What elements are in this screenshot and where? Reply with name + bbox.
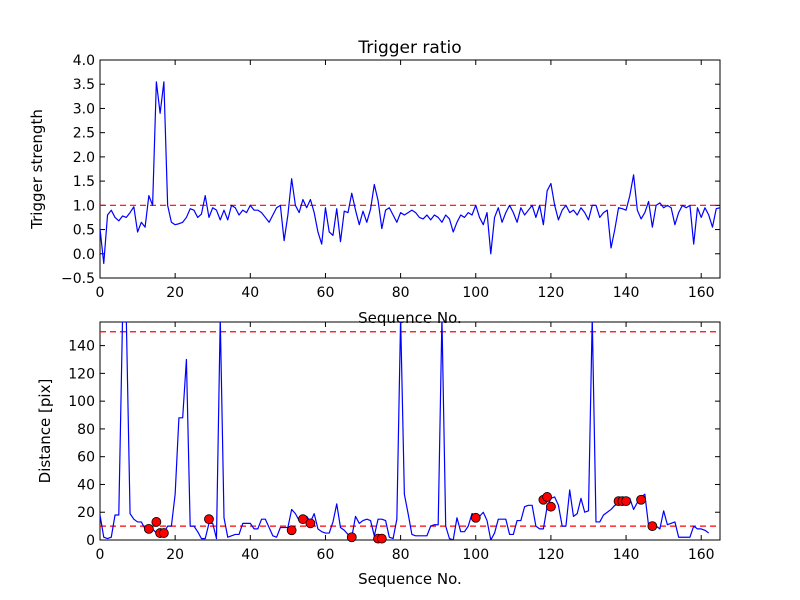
x-tick-label: 160 xyxy=(688,547,715,563)
y-tick-label: 140 xyxy=(68,339,95,355)
x-tick-label: 140 xyxy=(613,547,640,563)
y-tick-label: 0.5 xyxy=(73,223,95,239)
plot-area xyxy=(100,81,720,265)
y-tick-label: 80 xyxy=(77,422,95,438)
y-tick-label: 2.0 xyxy=(73,150,95,166)
plot-area xyxy=(100,322,720,540)
axes-frame xyxy=(99,321,721,541)
marker-point xyxy=(143,523,154,534)
y-tick-label: 0 xyxy=(86,533,95,549)
marker-point xyxy=(204,514,214,525)
y-tick-label: 0.0 xyxy=(73,247,95,263)
y-tick-label: 1.5 xyxy=(73,174,95,190)
y-tick-label: 3.0 xyxy=(73,101,95,117)
x-tick-label: 100 xyxy=(462,285,489,301)
x-tick-label: 160 xyxy=(688,285,715,301)
distance-xlabel: Sequence No. xyxy=(358,570,462,588)
x-tick-label: 60 xyxy=(317,547,335,563)
y-tick-label: 40 xyxy=(77,477,95,493)
x-tick-label: 20 xyxy=(166,285,184,301)
marker-point xyxy=(286,525,297,536)
x-tick-label: 100 xyxy=(462,547,489,563)
y-tick-label: 1.0 xyxy=(73,198,95,214)
marker-point xyxy=(151,517,162,527)
distance-panel: Sequence No. Distance [pix] 0 20 40 60 80 100… xyxy=(36,321,721,588)
y-tick-label: 60 xyxy=(77,450,95,466)
y-tick-label: 120 xyxy=(68,366,95,382)
marker-point xyxy=(305,518,316,529)
trigger-ratio-panel: Trigger ratio Sequence No. Trigger stren… xyxy=(28,38,721,327)
x-tick-label: 20 xyxy=(166,547,184,563)
x-tick-label: 140 xyxy=(613,285,640,301)
y-tick-label: −0.5 xyxy=(61,271,95,287)
x-tick-label: 80 xyxy=(392,547,410,563)
trigger-ratio-title: Trigger ratio xyxy=(357,38,461,58)
y-tick-label: 20 xyxy=(77,505,95,521)
marker-point xyxy=(546,501,556,512)
x-tick-label: 120 xyxy=(538,285,565,301)
y-tick-label: 100 xyxy=(68,394,95,410)
y-tick-label: 2.5 xyxy=(73,126,95,142)
marker-point xyxy=(158,528,169,538)
marker-point xyxy=(621,496,631,507)
axes-frame xyxy=(99,59,721,279)
marker-point xyxy=(298,514,308,525)
x-tick-label: 40 xyxy=(241,547,259,563)
marker-point xyxy=(470,512,481,523)
trigger-ratio-ylabel: Trigger strength xyxy=(28,109,46,230)
y-tick-label: 4.0 xyxy=(73,53,95,69)
x-tick-label: 80 xyxy=(392,285,410,301)
series-line xyxy=(100,81,720,265)
x-tick-label: 0 xyxy=(96,285,105,301)
distance-ylabel: Distance [pix] xyxy=(36,379,54,484)
series-line xyxy=(100,322,710,540)
marker-point xyxy=(346,532,357,543)
x-tick-label: 0 xyxy=(96,547,105,563)
marker-point xyxy=(376,533,387,544)
x-tick-label: 60 xyxy=(317,285,335,301)
trigger-ratio-xlabel: Sequence No. xyxy=(358,309,462,327)
marker-point xyxy=(636,494,646,505)
marker-point xyxy=(542,492,553,502)
marker-point xyxy=(647,521,658,532)
y-tick-label: 3.5 xyxy=(73,77,95,93)
x-tick-label: 40 xyxy=(241,285,259,301)
x-tick-label: 120 xyxy=(538,547,565,563)
